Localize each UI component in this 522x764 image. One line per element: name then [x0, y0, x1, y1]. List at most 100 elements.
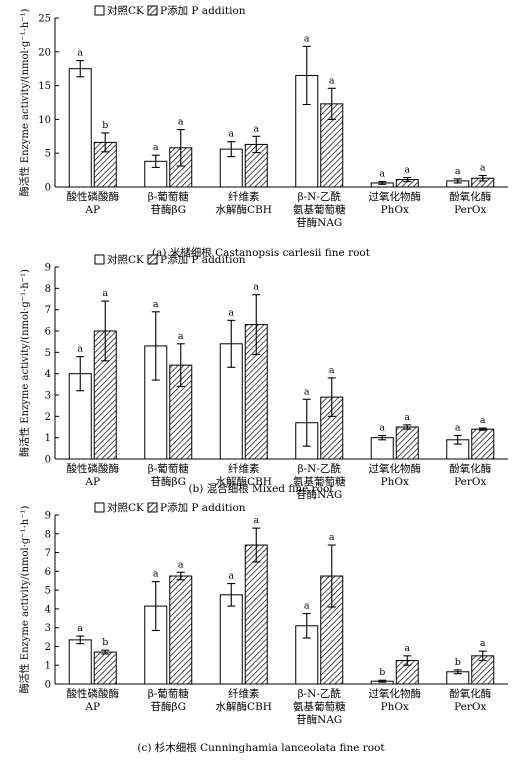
- y-tick-label: 5: [45, 348, 51, 359]
- significance-letter: a: [77, 623, 83, 634]
- y-tick-label: 7: [45, 305, 51, 316]
- significance-letter: a: [228, 307, 234, 318]
- chart-panel-1: 0 5 10 15 20 25 酶活性 Enzyme activity/(nmol·g⁻¹·…: [18, 4, 508, 259]
- significance-letter: a: [77, 344, 83, 355]
- significance-letter: b: [455, 657, 461, 668]
- significance-letter: a: [153, 569, 159, 580]
- x-tick-label: 酸性磷酸酶: [67, 687, 120, 700]
- y-axis-label: 酶活性 Enzyme activity/(nmol·g⁻¹·h⁻¹): [18, 269, 31, 457]
- significance-letter: a: [102, 288, 108, 299]
- y-tick-label: 8: [45, 284, 51, 295]
- x-tick-label: PerOx: [454, 701, 486, 713]
- legend-label-p: P添加 P addition: [160, 4, 246, 17]
- significance-letter: a: [404, 412, 410, 423]
- significance-letter: a: [480, 638, 486, 649]
- x-tick-label: β-葡萄糖: [148, 462, 190, 475]
- x-tick-label: 酚氧化酶: [449, 462, 491, 475]
- significance-letter: a: [329, 75, 335, 86]
- y-tick-label: 0: [45, 183, 51, 194]
- x-tick-label: β-N-乙酰: [298, 462, 342, 475]
- significance-letter: a: [304, 33, 310, 44]
- significance-letter: a: [404, 165, 410, 176]
- x-tick-label: 水解酶CBH: [216, 203, 272, 216]
- significance-letter: a: [480, 163, 486, 174]
- legend-swatch-p: [147, 5, 158, 16]
- y-tick-label: 5: [45, 149, 51, 160]
- legend-swatch-p: [147, 502, 158, 513]
- x-tick-label: 氨基葡萄糖: [293, 475, 346, 488]
- x-tick-label: 苷酶NAG: [296, 488, 342, 501]
- significance-letter: a: [404, 643, 410, 654]
- x-tick-label: 苷酶NAG: [296, 216, 342, 229]
- x-tick-label: PerOx: [454, 476, 486, 488]
- legend-label-p: P添加 P addition: [160, 253, 246, 266]
- legend-swatch-ck: [94, 5, 105, 16]
- x-tick-label: β-葡萄糖: [148, 190, 190, 203]
- bar-p-addition: [395, 426, 419, 460]
- bar-p-addition: [471, 428, 495, 460]
- legend-swatch-ck: [94, 254, 105, 265]
- x-tick-label: 水解酶CBH: [216, 700, 272, 713]
- chart-panel-3: 0 1 2 3 4 5 6 7 8 9 酶活性 Enzyme activity/(nmol·g⁻¹·…: [18, 501, 508, 754]
- panel-caption: (a) 米槠细根 Castanopsis carlesii fine root: [152, 246, 371, 259]
- x-tick-label: PhOx: [381, 701, 409, 713]
- significance-letter: a: [480, 415, 486, 426]
- significance-letter: b: [102, 120, 108, 131]
- x-tick-label: 酚氧化酶: [449, 190, 491, 203]
- significance-letter: a: [228, 129, 234, 140]
- x-tick-label: 氨基葡萄糖: [293, 700, 346, 713]
- y-tick-label: 5: [45, 586, 51, 597]
- significance-letter: a: [304, 601, 310, 612]
- x-tick-label: AP: [84, 204, 100, 216]
- y-tick-label: 9: [45, 511, 51, 522]
- y-tick-label: 2: [45, 642, 51, 653]
- significance-letter: a: [228, 571, 234, 582]
- x-tick-label: PerOx: [454, 204, 486, 216]
- bar-ck: [68, 639, 92, 685]
- significance-letter: a: [178, 331, 184, 342]
- bar-ck: [68, 68, 92, 188]
- x-tick-label: PhOx: [381, 476, 409, 488]
- bar-p-addition: [169, 575, 193, 685]
- y-tick-label: 6: [45, 327, 51, 338]
- x-tick-label: 苷酶βG: [151, 700, 186, 713]
- y-tick-label: 8: [45, 529, 51, 540]
- x-tick-label: PhOx: [381, 204, 409, 216]
- bar-ck: [370, 437, 394, 460]
- significance-letter: a: [153, 299, 159, 310]
- y-axis-label: 酶活性 Enzyme activity/(nmol·g⁻¹·h⁻¹): [18, 9, 31, 197]
- significance-letter: a: [178, 117, 184, 128]
- significance-letter: a: [455, 166, 461, 177]
- significance-letter: a: [253, 282, 259, 293]
- y-tick-label: 0: [45, 455, 51, 466]
- y-tick-label: 7: [45, 548, 51, 559]
- x-tick-label: β-葡萄糖: [148, 687, 190, 700]
- significance-letter: a: [379, 423, 385, 434]
- y-tick-label: 1: [45, 433, 51, 444]
- y-tick-label: 3: [45, 391, 51, 402]
- significance-letter: a: [304, 386, 310, 397]
- bar-ck: [219, 594, 243, 685]
- legend-label-ck: 对照CK: [107, 253, 144, 266]
- y-tick-label: 0: [45, 680, 51, 691]
- x-tick-label: β-N-乙酰: [298, 190, 342, 203]
- x-tick-label: 纤维素: [228, 462, 260, 475]
- x-tick-label: 水解酶CBH: [216, 475, 272, 488]
- x-tick-label: 纤维素: [228, 687, 260, 700]
- y-tick-label: 4: [45, 604, 51, 615]
- x-tick-label: 苷酶NAG: [296, 713, 342, 726]
- legend-swatch-ck: [94, 502, 105, 513]
- significance-letter: a: [253, 515, 259, 526]
- x-tick-label: 酸性磷酸酶: [67, 462, 120, 475]
- x-tick-label: 纤维素: [228, 190, 260, 203]
- y-tick-label: 9: [45, 263, 51, 274]
- significance-letter: a: [153, 142, 159, 153]
- significance-letter: a: [329, 365, 335, 376]
- significance-letter: a: [329, 532, 335, 543]
- y-tick-label: 10: [38, 115, 51, 126]
- y-tick-label: 3: [45, 623, 51, 634]
- x-tick-label: 酚氧化酶: [449, 687, 491, 700]
- y-tick-label: 4: [45, 369, 51, 380]
- y-axis-label: 酶活性 Enzyme activity/(nmol·g⁻¹·h⁻¹): [18, 506, 31, 694]
